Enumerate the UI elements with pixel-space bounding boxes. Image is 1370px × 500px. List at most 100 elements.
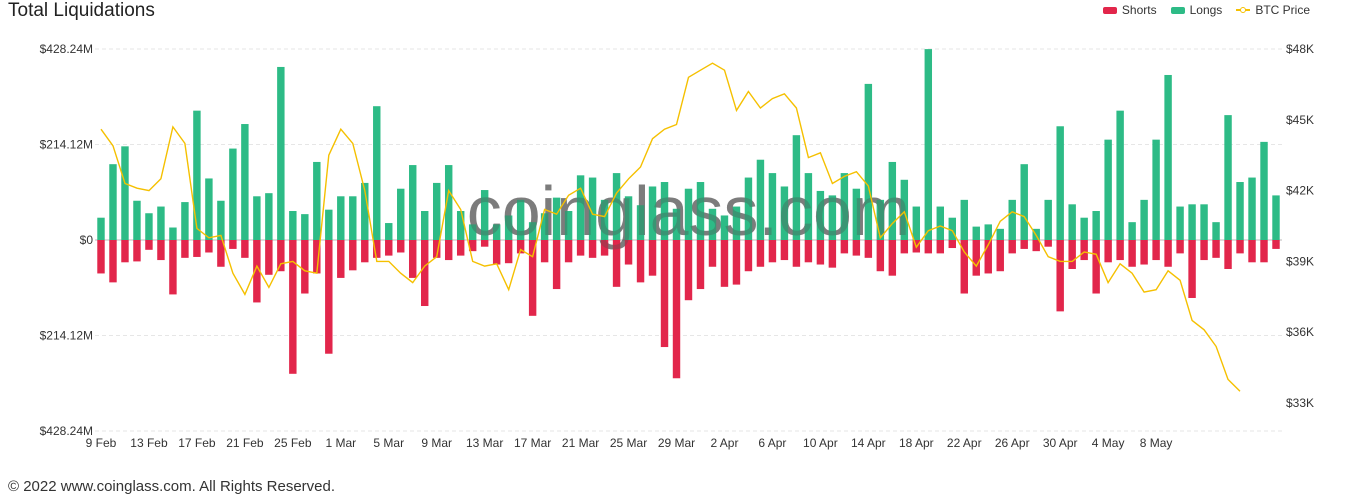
- shorts-bar: [900, 240, 909, 254]
- shorts-bar: [1080, 240, 1088, 261]
- longs-bar: [349, 196, 357, 240]
- longs-bar: [936, 206, 945, 240]
- shorts-bar: [193, 240, 201, 257]
- shorts-bar: [1212, 240, 1220, 258]
- longs-bar: [708, 208, 717, 240]
- longs-bar: [109, 164, 117, 240]
- shorts-bar: [636, 240, 645, 283]
- longs-bar: [744, 177, 753, 240]
- y-right-tick-label: $33K: [1286, 396, 1314, 410]
- shorts-bar: [432, 240, 441, 258]
- shorts-bar: [1008, 240, 1016, 254]
- longs-bar: [385, 223, 393, 240]
- longs-bar: [1200, 204, 1208, 240]
- x-tick-label: 8 May: [1140, 436, 1173, 450]
- longs-swatch: [1170, 6, 1185, 14]
- longs-bar: [612, 173, 621, 240]
- longs-bar: [1236, 182, 1244, 240]
- shorts-bar: [720, 240, 729, 287]
- shorts-bar: [840, 240, 849, 254]
- shorts-bar: [660, 240, 669, 348]
- copyright-footer: © 2022 www.coinglass.com. All Rights Res…: [8, 478, 336, 495]
- longs-bar: [456, 211, 465, 240]
- shorts-bar: [1032, 240, 1040, 252]
- shorts-bar: [888, 240, 897, 276]
- x-tick-label: 17 Feb: [178, 436, 216, 450]
- longs-bar: [241, 124, 249, 240]
- longs-bar: [1116, 110, 1124, 240]
- shorts-bar: [612, 240, 621, 287]
- shorts-bar: [684, 240, 693, 301]
- longs-bar: [397, 188, 405, 240]
- shorts-bar: [624, 240, 633, 265]
- longs-bar: [1020, 164, 1028, 240]
- y-right-tick-label: $48K: [1286, 42, 1314, 56]
- y-right-tick-label: $42K: [1286, 184, 1314, 198]
- shorts-bar: [229, 240, 237, 249]
- y-left-tick-label: $214.12M: [40, 138, 93, 152]
- shorts-bar: [1092, 240, 1100, 294]
- x-tick-label: 17 Mar: [514, 436, 551, 450]
- shorts-bar: [97, 240, 105, 274]
- shorts-bar: [960, 240, 968, 294]
- shorts-bar: [1128, 240, 1136, 267]
- shorts-bar: [936, 240, 945, 254]
- longs-bar: [480, 190, 489, 240]
- shorts-bar: [397, 240, 405, 253]
- longs-bar: [552, 197, 561, 240]
- shorts-bar: [876, 240, 885, 272]
- shorts-bar: [1068, 240, 1076, 269]
- x-tick-label: 18 Apr: [899, 436, 934, 450]
- x-tick-label: 30 Apr: [1043, 436, 1078, 450]
- shorts-bar: [1224, 240, 1232, 269]
- x-tick-label: 25 Feb: [274, 436, 312, 450]
- longs-bar: [900, 179, 909, 240]
- shorts-bar: [121, 240, 129, 263]
- longs-bar: [756, 159, 765, 240]
- shorts-bar: [301, 240, 309, 294]
- longs-bar: [145, 213, 153, 240]
- longs-bar: [660, 182, 669, 240]
- longs-bar: [181, 202, 189, 240]
- legend-item-shorts[interactable]: Shorts: [1102, 3, 1157, 17]
- longs-bar: [1140, 199, 1148, 240]
- legend-item-longs[interactable]: Longs: [1170, 3, 1222, 17]
- shorts-bar: [241, 240, 249, 258]
- shorts-bar: [1056, 240, 1064, 312]
- longs-bar: [588, 177, 597, 240]
- shorts-bar: [1200, 240, 1208, 261]
- longs-bar: [564, 211, 573, 240]
- watermark-overlay: coinglass.com: [467, 172, 911, 250]
- longs-bar: [1152, 139, 1160, 240]
- shorts-bar: [169, 240, 177, 295]
- shorts-bar: [552, 240, 561, 290]
- x-tick-label: 5 Mar: [373, 436, 404, 450]
- shorts-bar: [924, 240, 933, 254]
- legend-item-btc-price[interactable]: BTC Price: [1236, 3, 1310, 17]
- longs-bar: [1008, 199, 1016, 240]
- longs-bar: [432, 182, 441, 240]
- shorts-bar: [672, 240, 681, 379]
- shorts-bar: [1248, 240, 1256, 263]
- longs-bar: [876, 199, 885, 240]
- x-tick-label: 26 Apr: [995, 436, 1030, 450]
- shorts-bar: [492, 240, 501, 265]
- longs-bar: [157, 206, 165, 240]
- longs-bar: [492, 224, 501, 240]
- x-tick-label: 14 Apr: [851, 436, 886, 450]
- longs-bar: [960, 199, 968, 240]
- x-tick-label: 10 Apr: [803, 436, 838, 450]
- y-left-tick-label: $0: [80, 233, 94, 247]
- longs-bar: [972, 226, 980, 240]
- longs-bar: [888, 161, 897, 240]
- shorts-bar: [852, 240, 861, 256]
- shorts-bar: [732, 240, 741, 285]
- shorts-bar: [1044, 240, 1052, 247]
- shorts-bar: [480, 240, 489, 247]
- longs-bar: [289, 211, 297, 240]
- shorts-bar: [421, 240, 429, 307]
- shorts-bar: [768, 240, 777, 263]
- longs-bar: [1224, 115, 1232, 240]
- legend-shorts-label: Shorts: [1121, 3, 1157, 17]
- shorts-bar: [217, 240, 225, 267]
